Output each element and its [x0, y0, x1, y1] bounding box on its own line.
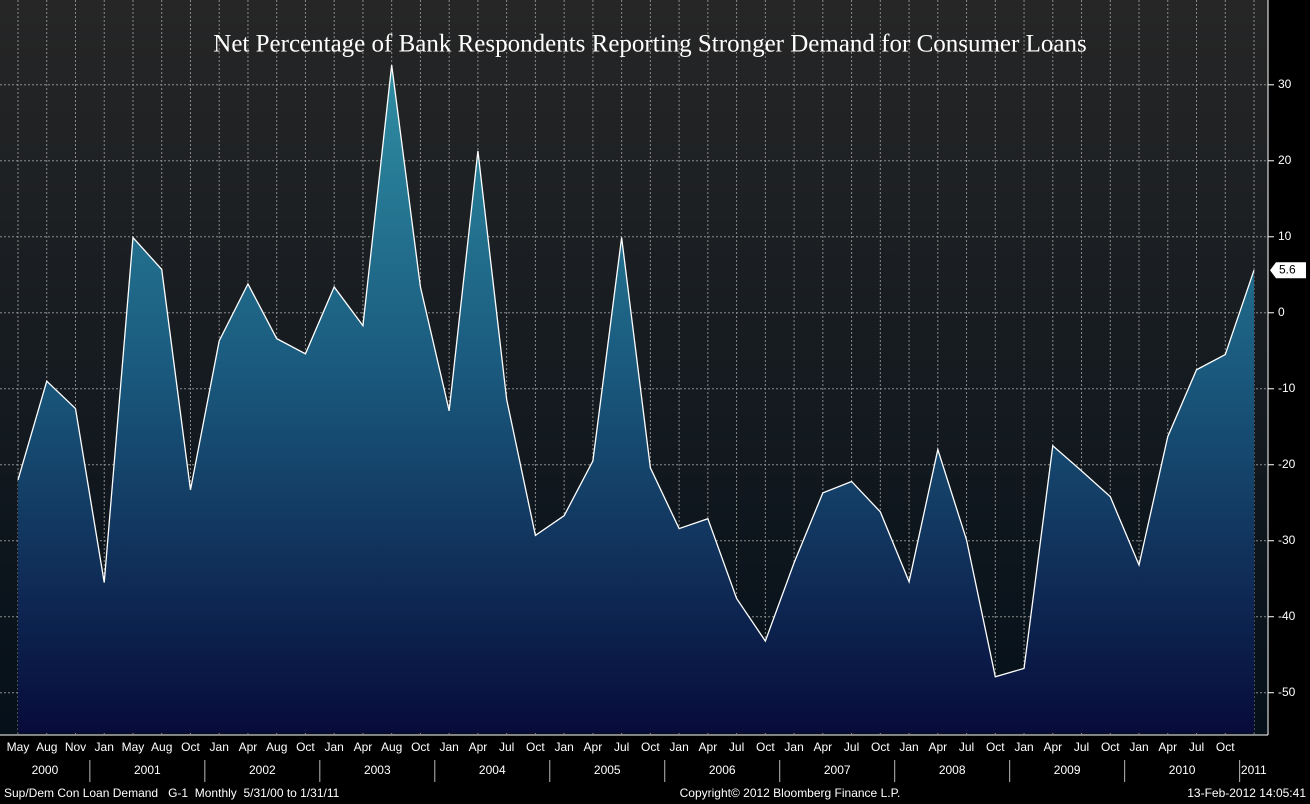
- x-tick-label: Nov: [65, 740, 86, 754]
- x-tick-label: Oct: [871, 740, 890, 754]
- x-tick-label: Jul: [844, 740, 859, 754]
- year-label: 2006: [709, 763, 736, 777]
- year-label: 2003: [364, 763, 391, 777]
- line: [17, 64, 1255, 678]
- last-value-tag: [1270, 262, 1306, 279]
- x-tick-label: Jul: [1189, 740, 1204, 754]
- x-tick-label: Oct: [986, 740, 1005, 754]
- x-tick-label: Oct: [641, 740, 660, 754]
- y-tick-label: 0: [1278, 305, 1285, 319]
- x-tick-label: Jan: [325, 740, 344, 754]
- x-tick-label: Jan: [784, 740, 803, 754]
- y-tick-label: -50: [1278, 685, 1296, 699]
- x-tick-label: Aug: [266, 740, 287, 754]
- x-tick-label: Apr: [1043, 740, 1062, 754]
- x-tick-label: Jan: [1014, 740, 1033, 754]
- x-tick-label: Jan: [669, 740, 688, 754]
- x-tick-label: Jan: [439, 740, 458, 754]
- x-tick-label: Jan: [1129, 740, 1148, 754]
- area: [18, 65, 1254, 734]
- x-tick-label: Oct: [1216, 740, 1235, 754]
- footer-left: Sup/Dem Con Loan Demand G-1 Monthly 5/31…: [4, 786, 340, 800]
- footer-center: Copyright© 2012 Bloomberg Finance L.P.: [680, 786, 901, 800]
- y-tick-label: -40: [1278, 609, 1296, 623]
- x-tick-label: Aug: [151, 740, 172, 754]
- y-tick-label: 10: [1278, 229, 1292, 243]
- x-tick-label: Apr: [1158, 740, 1177, 754]
- x-tick-label: Apr: [813, 740, 832, 754]
- year-label: 2005: [594, 763, 621, 777]
- x-tick-label: May: [122, 740, 145, 754]
- x-tick-label: Aug: [36, 740, 57, 754]
- x-tick-label: Jul: [499, 740, 514, 754]
- footer-right: 13-Feb-2012 14:05:41: [1187, 786, 1306, 800]
- x-tick-label: Apr: [584, 740, 603, 754]
- x-tick-label: Oct: [411, 740, 430, 754]
- y-tick-label: -30: [1278, 533, 1296, 547]
- year-label: 2002: [249, 763, 276, 777]
- x-tick-label: Apr: [699, 740, 718, 754]
- year-label: 2000: [32, 763, 59, 777]
- x-tick-label: Jan: [210, 740, 229, 754]
- year-label: 2009: [1054, 763, 1081, 777]
- x-tick-label: Oct: [1101, 740, 1120, 754]
- y-tick-label: 20: [1278, 153, 1292, 167]
- year-label: 2008: [939, 763, 966, 777]
- x-tick-label: Jul: [614, 740, 629, 754]
- x-tick-label: Apr: [928, 740, 947, 754]
- year-label: 2001: [134, 763, 161, 777]
- x-tick-label: Jan: [899, 740, 918, 754]
- x-tick-label: Oct: [296, 740, 315, 754]
- y-tick-label: -10: [1278, 381, 1296, 395]
- y-tick-label: -20: [1278, 457, 1296, 471]
- x-tick-label: Jul: [729, 740, 744, 754]
- x-tick-label: Apr: [239, 740, 258, 754]
- x-tick-label: Jul: [959, 740, 974, 754]
- x-tick-label: Jan: [554, 740, 573, 754]
- x-tick-label: Aug: [381, 740, 402, 754]
- y-tick-label: 30: [1278, 77, 1292, 91]
- last-value-label: 5.6: [1279, 262, 1296, 276]
- x-tick-label: Oct: [181, 740, 200, 754]
- x-tick-label: Jan: [95, 740, 114, 754]
- year-label: 2011: [1241, 763, 1267, 777]
- x-tick-label: Oct: [526, 740, 545, 754]
- year-label: 2007: [824, 763, 851, 777]
- x-tick-label: Apr: [469, 740, 488, 754]
- chart-title: Net Percentage of Bank Respondents Repor…: [213, 31, 1086, 58]
- x-tick-label: Oct: [756, 740, 775, 754]
- x-tick-label: May: [7, 740, 30, 754]
- year-label: 2004: [479, 763, 506, 777]
- year-label: 2010: [1169, 763, 1196, 777]
- x-tick-label: Apr: [354, 740, 373, 754]
- x-tick-label: Jul: [1074, 740, 1089, 754]
